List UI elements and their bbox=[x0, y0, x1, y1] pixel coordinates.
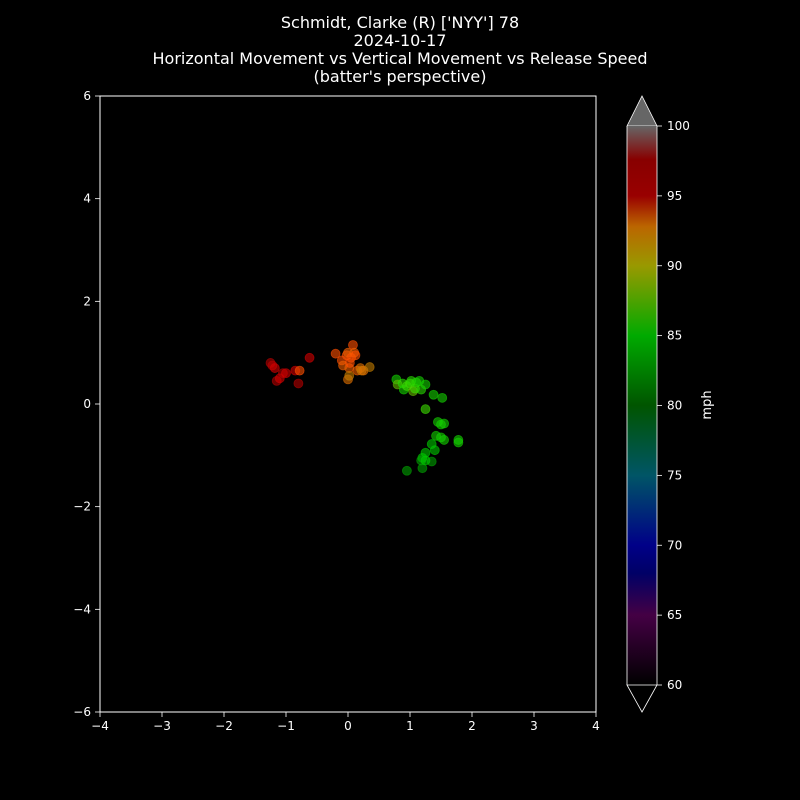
data-point bbox=[437, 392, 448, 403]
y-tick-label: −2 bbox=[73, 500, 91, 514]
y-tick-label: 2 bbox=[83, 294, 91, 308]
y-axis: −6 −4 −2 0 2 4 6 bbox=[73, 89, 100, 719]
colorbar-tick-label: 80 bbox=[667, 399, 682, 413]
data-point bbox=[428, 389, 439, 400]
y-tick-label: 4 bbox=[83, 192, 91, 206]
colorbar-tick-label: 95 bbox=[667, 189, 682, 203]
x-tick-label: −3 bbox=[153, 719, 171, 733]
colorbar-tick-label: 85 bbox=[667, 329, 682, 343]
data-point bbox=[429, 445, 440, 456]
x-tick-label: 0 bbox=[344, 719, 352, 733]
data-point bbox=[453, 437, 464, 448]
plot-frame bbox=[99, 95, 597, 713]
data-point bbox=[350, 350, 361, 361]
data-point bbox=[294, 365, 305, 376]
title-line-perspective: (batter's perspective) bbox=[313, 67, 487, 86]
colorbar: 60 65 70 75 80 85 90 95 100 mph bbox=[626, 95, 715, 713]
title-line-pitcher: Schmidt, Clarke (R) ['NYY'] 78 bbox=[280, 13, 520, 32]
data-point bbox=[330, 348, 341, 359]
x-tick-label: 2 bbox=[468, 719, 476, 733]
data-point bbox=[304, 352, 315, 363]
data-point bbox=[420, 455, 431, 466]
data-point bbox=[281, 368, 291, 379]
data-point bbox=[439, 435, 450, 445]
data-point bbox=[293, 378, 304, 389]
title-line-description: Horizontal Movement vs Vertical Movement… bbox=[152, 49, 648, 68]
colorbar-tick-label: 100 bbox=[667, 119, 690, 133]
y-tick-label: 0 bbox=[83, 397, 91, 411]
x-tick-label: −2 bbox=[215, 719, 233, 733]
data-point bbox=[401, 465, 412, 476]
x-tick-label: −4 bbox=[91, 719, 109, 733]
x-axis: −4 −3 −2 −1 0 1 2 3 4 bbox=[91, 712, 600, 733]
data-point bbox=[344, 370, 355, 381]
colorbar-extend-max bbox=[626, 95, 658, 127]
colorbar-tick-label: 75 bbox=[667, 468, 682, 482]
data-point bbox=[420, 404, 431, 415]
chart-title: Schmidt, Clarke (R) ['NYY'] 78 2024-10-1… bbox=[0, 14, 800, 86]
colorbar-label: mph bbox=[700, 390, 715, 419]
data-point bbox=[364, 362, 375, 372]
colorbar-tick-label: 70 bbox=[667, 538, 682, 552]
x-tick-label: 4 bbox=[592, 719, 600, 733]
y-tick-label: −4 bbox=[73, 602, 91, 616]
colorbar-extend-min bbox=[626, 684, 658, 713]
data-points bbox=[265, 340, 464, 476]
x-tick-label: 1 bbox=[406, 719, 414, 733]
colorbar-tick-label: 65 bbox=[667, 608, 682, 622]
title-line-date: 2024-10-17 bbox=[353, 31, 447, 50]
y-tick-label: 6 bbox=[83, 89, 91, 103]
plot-area bbox=[99, 95, 597, 713]
x-tick-label: 3 bbox=[530, 719, 538, 733]
colorbar-gradient bbox=[627, 126, 657, 685]
colorbar-tick-label: 60 bbox=[667, 678, 682, 692]
data-point bbox=[420, 379, 431, 390]
y-tick-label: −6 bbox=[73, 705, 91, 719]
data-point bbox=[269, 363, 280, 373]
data-point bbox=[439, 418, 450, 429]
x-tick-label: −1 bbox=[277, 719, 295, 733]
colorbar-tick-label: 90 bbox=[667, 259, 682, 273]
